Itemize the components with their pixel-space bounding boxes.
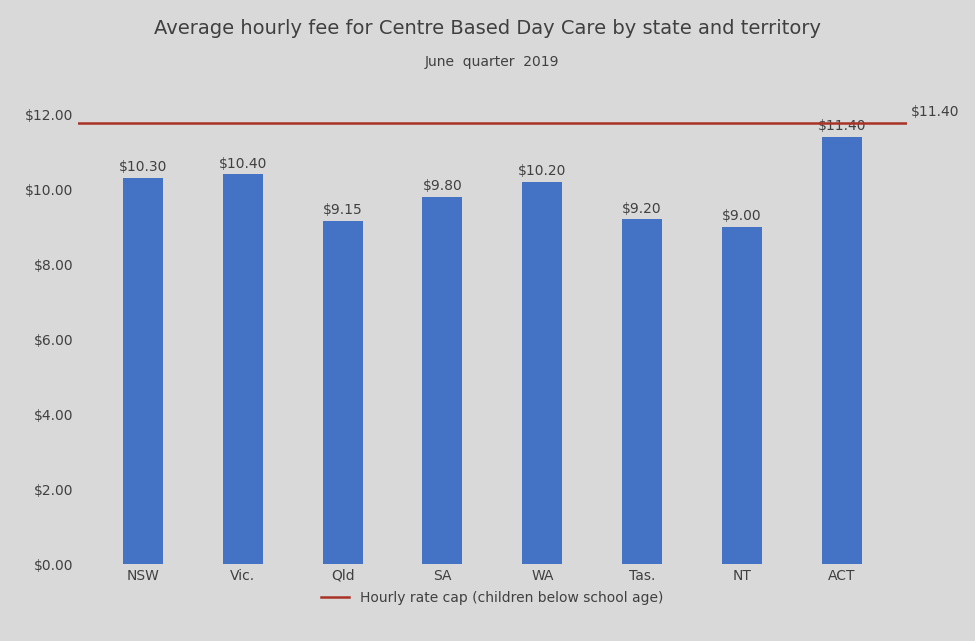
Bar xyxy=(123,178,163,564)
Bar xyxy=(622,219,662,564)
Text: Average hourly fee for Centre Based Day Care by state and territory: Average hourly fee for Centre Based Day … xyxy=(154,19,821,38)
Title: June  quarter  2019: June quarter 2019 xyxy=(425,55,560,69)
Legend: Hourly rate cap (children below school age): Hourly rate cap (children below school a… xyxy=(316,586,669,611)
Text: $10.20: $10.20 xyxy=(518,164,566,178)
Text: $11.40: $11.40 xyxy=(818,119,866,133)
Text: $10.30: $10.30 xyxy=(119,160,167,174)
Bar xyxy=(422,197,462,564)
Bar xyxy=(722,227,762,564)
Bar xyxy=(822,137,862,564)
Text: $11.40: $11.40 xyxy=(911,105,959,119)
Bar xyxy=(523,182,563,564)
Text: $10.40: $10.40 xyxy=(218,156,267,171)
Bar xyxy=(222,174,262,564)
Text: $9.00: $9.00 xyxy=(722,209,761,223)
Text: $9.15: $9.15 xyxy=(323,203,363,217)
Bar xyxy=(323,221,363,564)
Text: $9.20: $9.20 xyxy=(622,201,662,215)
Text: $9.80: $9.80 xyxy=(422,179,462,193)
